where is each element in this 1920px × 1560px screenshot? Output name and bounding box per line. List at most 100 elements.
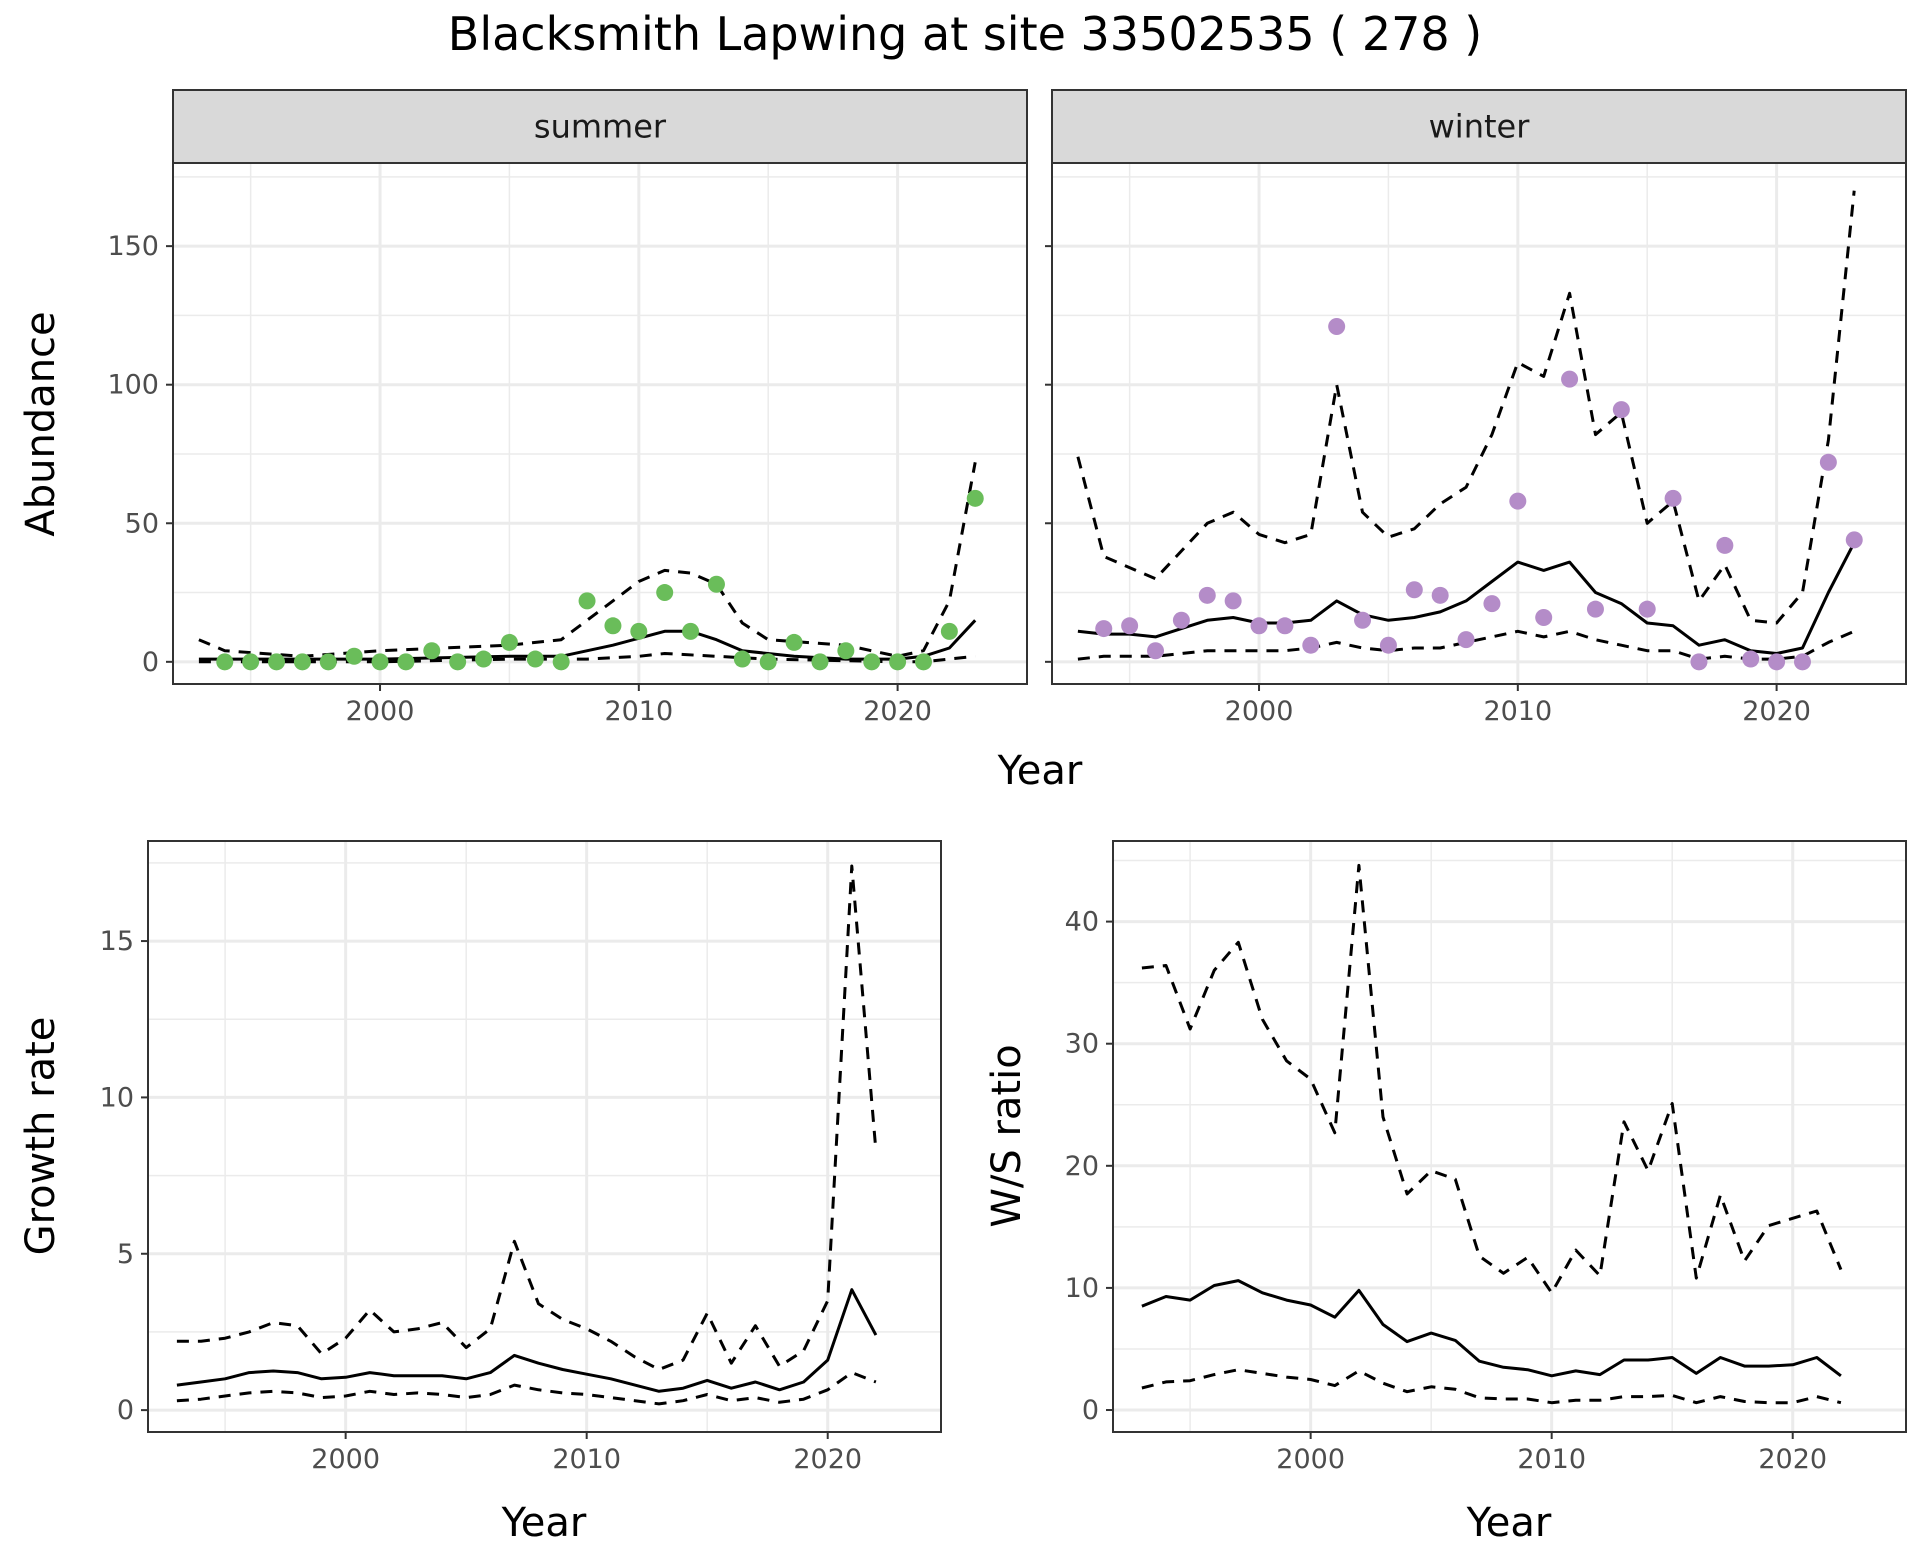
winter-x-tick-label: 2000 [1225, 696, 1294, 727]
winter-data-point [1379, 636, 1397, 654]
summer-x-tick-label: 2000 [346, 696, 415, 727]
summer-data-point [733, 650, 751, 668]
winter-data-point [1716, 536, 1734, 554]
summer-facet-label: summer [534, 108, 667, 146]
winter-data-point [1457, 631, 1475, 649]
winter-data-point [1690, 653, 1708, 671]
summer-data-point [293, 653, 311, 671]
summer-series-bound-line [198, 652, 976, 664]
winter-background [1052, 163, 1906, 684]
ratio-y-tick-label: 40 [1065, 907, 1099, 938]
winter-data-point [1561, 370, 1579, 388]
summer-data-point [914, 653, 932, 671]
winter-series-bound-line [1076, 190, 1856, 625]
growth-background [148, 841, 941, 1432]
winter-data-point [1768, 653, 1786, 671]
summer-data-point [397, 653, 415, 671]
ratio-series-bound-line [1141, 863, 1843, 1295]
ratio-x-tick-label: 2010 [1517, 1444, 1586, 1475]
winter-data-point [1121, 617, 1139, 635]
summer-data-point [837, 642, 855, 660]
abundance-x-axis-label: Year [997, 748, 1083, 794]
ratio-x-tick-label: 2000 [1276, 1444, 1345, 1475]
ratio-y-tick-label: 30 [1065, 1029, 1099, 1060]
winter-data-point [1535, 608, 1553, 626]
growth-x-axis-label: Year [501, 1500, 587, 1546]
ratio-y-axis-label: W/S ratio [984, 1044, 1030, 1227]
ratio-panel-border [1112, 840, 1907, 1433]
winter-data-point [1509, 492, 1527, 510]
winter-facet-label: winter [1429, 108, 1531, 146]
winter-data-point [1276, 617, 1294, 635]
summer-data-point [578, 592, 596, 610]
summer-data-point [656, 584, 674, 602]
summer-y-tick-label: 100 [107, 370, 159, 401]
winter-facet-strip [1051, 89, 1907, 164]
growth-x-tick-label: 2020 [793, 1444, 862, 1475]
winter-data-point [1147, 642, 1165, 660]
summer-data-point [345, 647, 363, 665]
winter-data-point [1819, 453, 1837, 471]
ratio-y-tick-label: 20 [1065, 1151, 1099, 1182]
growth-series-estimate-line [176, 1288, 878, 1393]
summer-data-point [449, 653, 467, 671]
summer-data-point [500, 633, 518, 651]
summer-data-point [785, 633, 803, 651]
summer-data-point [216, 653, 234, 671]
growth-series-bound-line [176, 1371, 877, 1406]
winter-data-point [1483, 595, 1501, 613]
summer-data-point [526, 650, 544, 668]
growth-x-tick-label: 2010 [552, 1444, 621, 1475]
summer-data-point [475, 650, 493, 668]
summer-data-point [707, 575, 725, 593]
summer-data-point [268, 653, 286, 671]
winter-series-bound-line [1077, 629, 1855, 661]
summer-facet-strip [172, 89, 1028, 164]
winter-data-point [1638, 600, 1656, 618]
winter-data-point [1742, 650, 1760, 668]
growth-panel-border [147, 840, 942, 1433]
winter-data-point [1302, 636, 1320, 654]
summer-data-point [604, 617, 622, 635]
summer-data-point [940, 622, 958, 640]
ratio-series-estimate-line [1141, 1279, 1842, 1378]
summer-data-point [863, 653, 881, 671]
winter-series-estimate-line [1077, 542, 1856, 655]
ratio-y-tick-label: 0 [1082, 1395, 1099, 1426]
growth-y-tick-label: 10 [100, 1082, 134, 1113]
ratio-background [1113, 841, 1906, 1432]
summer-data-point [889, 653, 907, 671]
abundance-y-axis-label: Abundance [18, 311, 64, 536]
growth-y-tick-label: 15 [100, 926, 134, 957]
summer-background [173, 163, 1027, 684]
growth-y-tick-label: 5 [117, 1239, 134, 1270]
ratio-series-bound-line [1141, 1368, 1842, 1405]
ratio-x-tick-label: 2020 [1758, 1444, 1827, 1475]
summer-data-point [630, 622, 648, 640]
summer-y-tick-label: 150 [107, 231, 159, 262]
winter-data-point [1172, 611, 1190, 629]
summer-data-point [242, 653, 260, 671]
winter-data-point [1586, 600, 1604, 618]
winter-data-point [1095, 620, 1113, 638]
summer-y-tick-label: 0 [142, 647, 159, 678]
summer-x-tick-label: 2010 [604, 696, 673, 727]
summer-data-point [682, 622, 700, 640]
summer-data-point [552, 653, 570, 671]
winter-x-tick-label: 2010 [1483, 696, 1552, 727]
chart-title: Blacksmith Lapwing at site 33502535 ( 27… [448, 7, 1482, 61]
winter-data-point [1405, 581, 1423, 599]
summer-data-point [423, 642, 441, 660]
winter-data-point [1198, 586, 1216, 604]
growth-y-tick-label: 0 [117, 1395, 134, 1426]
winter-data-point [1250, 617, 1268, 635]
summer-x-tick-label: 2020 [863, 696, 932, 727]
winter-data-point [1793, 653, 1811, 671]
winter-data-point [1354, 611, 1372, 629]
summer-data-point [811, 653, 829, 671]
summer-y-tick-label: 50 [125, 508, 159, 539]
summer-series-estimate-line [198, 619, 977, 661]
ratio-x-axis-label: Year [1466, 1500, 1552, 1546]
